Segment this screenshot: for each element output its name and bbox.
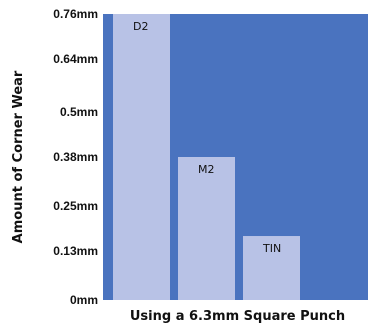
y-tick-label: 0.25mm	[53, 199, 98, 213]
y-tick-label: 0.64mm	[53, 52, 98, 66]
y-tick-label: 0mm	[70, 293, 98, 307]
bar-label-tin: TIN	[262, 242, 281, 255]
bar-label-d2: D2	[133, 20, 148, 33]
bar-d2	[113, 14, 170, 300]
bar-m2	[178, 157, 235, 300]
bar-label-m2: M2	[198, 163, 215, 176]
x-axis-title: Using a 6.3mm Square Punch	[130, 309, 345, 324]
bars: D2 M2 TIN	[113, 14, 300, 300]
bar-tin	[243, 236, 300, 300]
y-tick-label: 0.13mm	[53, 244, 98, 258]
y-tick-label: 0.76mm	[53, 7, 98, 21]
y-axis-ticks: 0mm 0.13mm 0.25mm 0.38mm 0.5mm 0.64mm 0.76mm	[53, 7, 98, 307]
y-axis-title: Amount of Corner Wear	[11, 70, 26, 243]
y-tick-label: 0.38mm	[53, 150, 98, 164]
y-tick-label: 0.5mm	[60, 105, 98, 119]
